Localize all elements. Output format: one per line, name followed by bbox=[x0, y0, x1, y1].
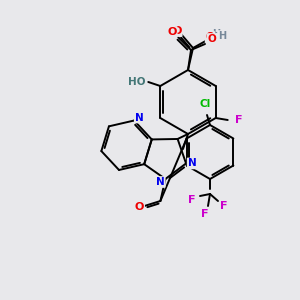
Text: O: O bbox=[172, 26, 182, 36]
Text: HO: HO bbox=[128, 77, 145, 87]
Text: F: F bbox=[201, 209, 209, 219]
Text: O: O bbox=[208, 34, 216, 44]
Text: N: N bbox=[188, 158, 197, 168]
Text: N: N bbox=[135, 112, 143, 122]
Text: Cl: Cl bbox=[200, 99, 211, 109]
Text: O: O bbox=[206, 32, 214, 42]
Text: N: N bbox=[156, 177, 165, 187]
Text: F: F bbox=[188, 195, 196, 205]
Text: F: F bbox=[220, 201, 228, 211]
Text: H: H bbox=[212, 29, 220, 39]
Text: O: O bbox=[135, 202, 144, 212]
Text: F: F bbox=[235, 115, 242, 125]
Text: H: H bbox=[218, 31, 226, 41]
Text: O: O bbox=[167, 27, 177, 37]
